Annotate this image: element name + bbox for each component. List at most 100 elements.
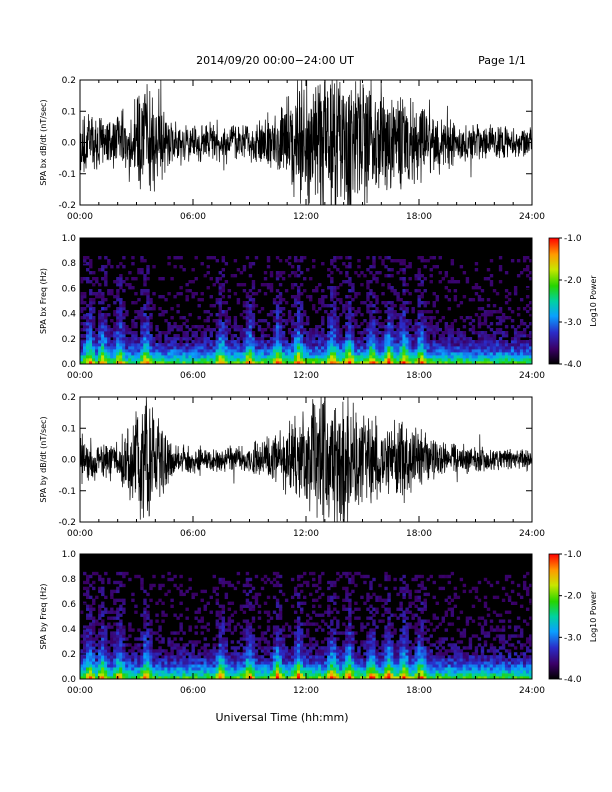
spectrogram-cell xyxy=(83,349,87,353)
spectrogram-cell xyxy=(417,313,421,317)
spectrogram-cell xyxy=(417,271,421,275)
spectrogram-cell xyxy=(296,313,301,317)
spectrogram-cell xyxy=(251,346,256,350)
spectrogram-cell xyxy=(185,334,189,338)
spectrogram-cell xyxy=(528,322,533,326)
spectrogram-cell xyxy=(480,355,485,359)
spectrogram-cell xyxy=(101,643,105,647)
spectrogram-cell xyxy=(474,331,479,335)
spectrogram-cell xyxy=(302,349,307,353)
spectrogram-cell xyxy=(245,256,250,260)
spectrogram-cell xyxy=(390,259,394,263)
spectrogram-cell xyxy=(254,643,259,647)
spectrogram-cell xyxy=(146,301,150,305)
spectrogram-cell xyxy=(384,643,388,647)
spectrogram-cell xyxy=(173,673,177,677)
spectrogram-cell xyxy=(179,343,183,347)
spectrogram-cell xyxy=(125,355,129,359)
spectrogram-cell xyxy=(140,328,144,332)
spectrogram-cell xyxy=(140,631,144,635)
spectrogram-cell xyxy=(302,256,307,260)
spectrogram-cell xyxy=(119,310,123,314)
spectrogram-cell xyxy=(444,346,449,350)
spectrogram-cell xyxy=(98,640,102,644)
spectrogram-cell xyxy=(327,580,331,585)
spectrogram-cell xyxy=(173,340,177,344)
spectrogram-cell xyxy=(92,307,96,311)
spectrogram-cell xyxy=(260,646,265,650)
spectrogram-cell xyxy=(299,601,304,605)
spectrogram-cell xyxy=(296,640,301,644)
spectrogram-cell xyxy=(405,322,409,326)
spectrogram-cell xyxy=(245,340,250,344)
spectrogram-cell xyxy=(330,598,334,603)
spectrogram-cell xyxy=(447,352,452,356)
spectrogram-cell xyxy=(378,343,382,347)
spectrogram-cell xyxy=(333,595,337,600)
spectrogram-cell xyxy=(299,631,304,635)
spectrogram-cell xyxy=(272,334,277,338)
spectrogram-cell xyxy=(528,361,533,365)
spectrogram-cell xyxy=(372,634,376,638)
spectrogram-cell xyxy=(522,331,527,335)
spectrogram-cell xyxy=(95,634,99,638)
spectrogram-cell xyxy=(143,670,147,674)
spectrogram-cell xyxy=(239,637,244,641)
spectrogram-cell xyxy=(293,646,298,650)
spectrogram-cell xyxy=(245,346,250,350)
spectrogram-cell xyxy=(387,274,391,278)
spectrogram-cell xyxy=(98,610,102,614)
spectrogram-cell xyxy=(408,352,412,356)
spectrogram-cell xyxy=(245,328,250,332)
spectrogram-cell xyxy=(182,268,186,272)
spectrogram-cell xyxy=(272,631,277,635)
spectrogram-cell xyxy=(507,298,512,302)
spectrogram-cell xyxy=(173,631,177,635)
spectrogram-cell xyxy=(372,661,376,665)
spectrogram-cell xyxy=(107,331,111,335)
spectrogram-cell xyxy=(236,337,241,341)
spectrogram-cell xyxy=(339,283,343,287)
spectrogram-cell xyxy=(375,280,379,284)
spectrogram-cell xyxy=(134,346,138,350)
spectrogram-cell xyxy=(215,658,220,662)
spectrogram-cell xyxy=(296,355,301,359)
spectrogram-cell xyxy=(309,661,313,665)
spectrogram-cell xyxy=(447,355,452,359)
spectrogram-cell xyxy=(266,673,271,677)
spectrogram-cell xyxy=(522,346,527,350)
spectrogram-cell xyxy=(248,670,253,674)
spectrogram-cell xyxy=(212,649,216,653)
spectrogram-cell xyxy=(149,661,153,665)
spectrogram-cell xyxy=(516,274,521,278)
spectrogram-cell xyxy=(116,325,120,329)
spectrogram-cell xyxy=(486,358,491,362)
spectrogram-cell xyxy=(122,652,126,656)
spectrogram-cell xyxy=(218,349,223,353)
spectrogram-cell xyxy=(417,334,421,338)
spectrogram-cell xyxy=(290,286,295,290)
spectrogram-cell xyxy=(360,676,364,680)
spectrogram-cell xyxy=(296,322,301,326)
spectrogram-cell xyxy=(381,604,385,608)
spectrogram-cell xyxy=(375,673,379,677)
spectrogram-cell xyxy=(528,301,533,305)
spectrogram-cell xyxy=(86,661,90,665)
spectrogram-cell xyxy=(516,337,521,341)
spectrogram-cell xyxy=(384,640,388,644)
spectrogram-cell xyxy=(122,634,126,638)
spectrogram-cell xyxy=(384,601,388,605)
spectrogram-cell xyxy=(272,328,277,332)
spectrogram-cell xyxy=(236,655,241,659)
spectrogram-cell xyxy=(483,277,488,281)
spectrogram-cell xyxy=(299,583,304,588)
spectrogram xyxy=(80,554,533,680)
spectrogram-cell xyxy=(182,355,186,359)
spectrogram-cell xyxy=(188,313,192,317)
spectrogram-cell xyxy=(302,661,307,665)
spectrogram-cell xyxy=(369,331,373,335)
spectrogram-cell xyxy=(128,358,132,362)
spectrogram-cell xyxy=(113,634,117,638)
spectrogram-cell xyxy=(405,352,409,356)
spectrogram-cell xyxy=(402,325,406,329)
